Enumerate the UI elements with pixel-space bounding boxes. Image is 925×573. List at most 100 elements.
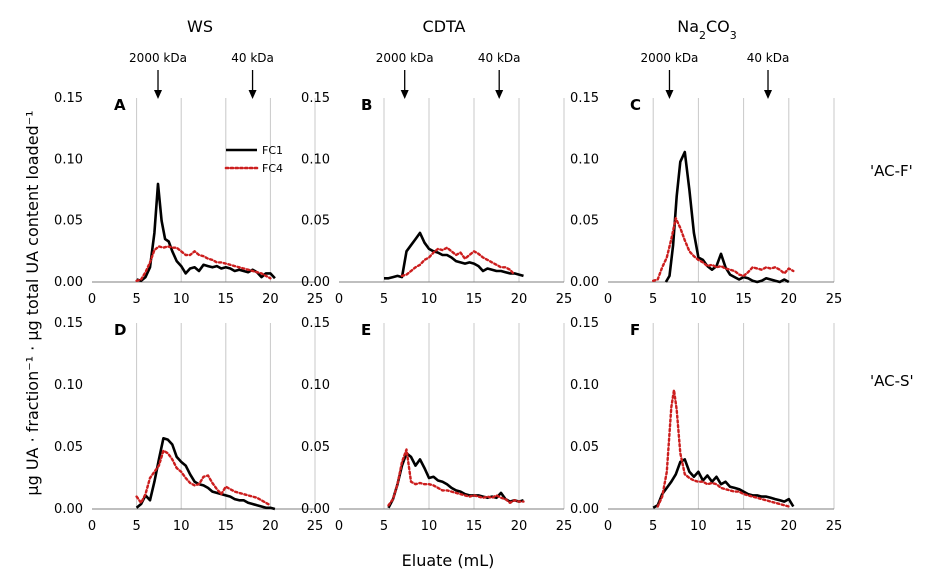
x-tick-label: 20 [781,519,798,534]
panel-label: F [630,321,640,339]
x-tick-label: 5 [132,519,140,534]
y-tick-label: 0.05 [301,440,330,455]
x-tick-label: 25 [307,519,324,534]
x-tick-label: 20 [262,292,279,307]
panel-c: 0.00 0.05 0.10 0.15 0 5 10 15 20 25 C 2000 kDa 40 kD… [570,51,842,307]
y-tick-label: 0.05 [54,440,83,455]
x-tick-label: 10 [173,519,190,534]
marker-label: 2000 kDa [376,51,434,65]
marker-arrow-head [665,90,674,99]
panels-group: 0.00 0.05 0.10 0.15 0 5 10 15 20 25 A 2000 kDa 40 kD… [54,51,842,534]
series-line-fc4 [652,217,795,282]
x-tick-label: 10 [690,292,707,307]
panel-label: E [361,321,371,339]
x-tick-label: 15 [735,292,752,307]
x-tick-label: 5 [380,292,388,307]
x-tick-label: 25 [826,292,843,307]
x-tick-label: 0 [335,292,343,307]
x-tick-label: 5 [132,292,140,307]
series-line-fc4 [135,449,272,507]
x-tick-label: 25 [556,292,573,307]
y-tick-label: 0.00 [570,502,599,517]
x-tick-label: 0 [335,519,343,534]
x-tick-label: 0 [88,292,96,307]
y-tick-label: 0.05 [301,214,330,229]
panel-f: 0.00 0.05 0.10 0.15 0 5 10 15 20 25 F [570,316,842,534]
x-axis-label: Eluate (mL) [402,551,495,570]
x-tick-label: 25 [556,519,573,534]
y-tick-label: 0.15 [570,91,599,106]
column-title-cdta: CDTA [423,17,466,36]
x-tick-label: 20 [511,292,528,307]
series-line-fc4 [387,448,525,507]
series-line-fc4 [135,245,272,282]
y-axis-label: µg UA · fraction⁻¹ · µg total UA content… [23,110,42,495]
x-tick-label: 5 [649,519,657,534]
y-tick-label: 0.00 [54,502,83,517]
series-line-fc1 [652,458,795,509]
marker-label: 2000 kDa [129,51,187,65]
series-line-fc1 [136,182,276,283]
panel-d: 0.00 0.05 0.10 0.15 0 5 10 15 20 25 D [54,316,323,534]
panel-label: A [114,96,126,114]
row-label-ac-f: 'AC-F' [870,162,913,180]
series-line-fc1 [664,150,790,284]
x-tick-label: 0 [88,519,96,534]
y-tick-label: 0.15 [570,316,599,331]
marker-arrow-head [400,90,409,99]
x-tick-label: 20 [262,519,279,534]
marker-label: 40 kDa [478,51,521,65]
x-tick-label: 20 [781,292,798,307]
marker-label: 40 kDa [747,51,790,65]
panel-label: B [361,96,372,114]
x-tick-label: 15 [466,519,483,534]
x-tick-label: 15 [466,292,483,307]
column-title-ws: WS [187,17,213,36]
x-tick-label: 10 [173,292,190,307]
legend-label-fc4: FC4 [262,162,283,175]
y-tick-label: 0.05 [54,214,83,229]
x-tick-label: 15 [218,292,235,307]
y-tick-label: 0.05 [570,214,599,229]
series-line-fc4 [400,246,516,278]
marker-label: 40 kDa [231,51,274,65]
y-tick-label: 0.15 [54,316,83,331]
y-tick-label: 0.10 [570,152,599,167]
column-title-na2co3: Na2CO3 [677,17,737,42]
x-tick-label: 15 [218,519,235,534]
x-tick-label: 0 [604,519,612,534]
series-line-fc1 [384,231,524,280]
y-tick-label: 0.15 [301,316,330,331]
x-tick-label: 20 [511,519,528,534]
y-tick-label: 0.00 [301,275,330,290]
series-line-fc1 [387,451,524,509]
y-tick-label: 0.15 [301,91,330,106]
y-tick-label: 0.10 [570,378,599,393]
marker-label: 2000 kDa [641,51,699,65]
y-tick-label: 0.05 [570,440,599,455]
y-tick-label: 0.00 [54,275,83,290]
y-tick-label: 0.10 [54,152,83,167]
y-tick-label: 0.00 [301,502,330,517]
panel-e: 0.00 0.05 0.10 0.15 0 5 10 15 20 25 E 2000 kDa 40 kD… [301,51,572,534]
marker-arrow-head [248,90,257,99]
x-tick-label: 25 [307,292,324,307]
y-tick-label: 0.10 [54,378,83,393]
row-label-ac-s: 'AC-S' [870,372,914,390]
panel-label: C [630,96,641,114]
marker-arrow-head [154,90,163,99]
panel-b: 0.00 0.05 0.10 0.15 0 5 10 15 20 25 B [301,91,572,307]
x-tick-label: 10 [421,292,438,307]
marker-arrow-head [495,90,504,99]
x-tick-label: 10 [421,519,438,534]
y-tick-label: 0.00 [570,275,599,290]
panel-a: 0.00 0.05 0.10 0.15 0 5 10 15 20 25 A 2000 kDa 40 kD… [54,51,323,307]
x-tick-label: 25 [826,519,843,534]
x-tick-label: 0 [604,292,612,307]
marker-arrow-head [764,90,773,99]
series-line-fc4 [656,388,790,508]
y-tick-label: 0.10 [301,152,330,167]
series-line-fc1 [135,437,276,511]
